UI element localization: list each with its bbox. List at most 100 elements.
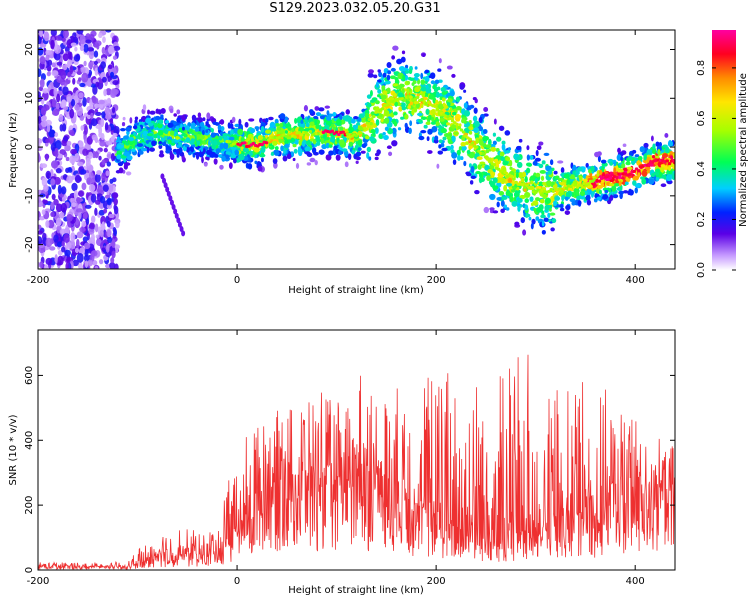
spectral-blob bbox=[563, 173, 570, 179]
spectral-blob bbox=[666, 180, 673, 185]
ridge-core bbox=[293, 135, 297, 139]
spectral-blob bbox=[492, 185, 499, 190]
spectral-blob bbox=[339, 114, 343, 121]
spectral-blob bbox=[213, 158, 218, 165]
spectral-blob bbox=[582, 178, 588, 183]
spectral-blob bbox=[283, 148, 286, 155]
spectral-blob bbox=[38, 195, 41, 203]
spectral-blob bbox=[88, 151, 94, 159]
spectral-blob bbox=[38, 110, 41, 117]
spectral-blob bbox=[61, 246, 66, 253]
spectral-blob bbox=[238, 153, 245, 161]
spectral-blob bbox=[543, 152, 550, 156]
spectral-blob bbox=[99, 229, 104, 238]
spectral-blob bbox=[507, 147, 512, 151]
spectral-blob bbox=[534, 197, 541, 202]
spectral-blob bbox=[381, 85, 386, 91]
spectral-blob bbox=[83, 254, 90, 262]
spectral-blob bbox=[348, 141, 354, 147]
spectral-blob bbox=[149, 147, 155, 152]
spectral-blob bbox=[113, 204, 117, 211]
spectral-blob bbox=[351, 150, 355, 155]
spectral-blob bbox=[96, 42, 100, 50]
spectral-blob bbox=[643, 153, 647, 161]
spectral-blob bbox=[468, 163, 472, 168]
spectral-blob bbox=[257, 134, 264, 141]
spectral-blob bbox=[401, 105, 407, 111]
spectral-blob bbox=[104, 106, 110, 115]
spectral-blob bbox=[185, 137, 191, 143]
spectral-blob bbox=[314, 159, 318, 166]
spectral-blob bbox=[168, 195, 173, 202]
spectral-blob bbox=[86, 135, 93, 145]
spectral-blob bbox=[45, 49, 52, 55]
spectral-blob bbox=[41, 177, 48, 187]
ridge-core bbox=[547, 189, 551, 194]
spectral-blob bbox=[538, 181, 544, 188]
spectral-blob bbox=[94, 173, 101, 183]
ridge-core bbox=[354, 134, 359, 138]
snr-y-tick-label: 0 bbox=[24, 567, 35, 573]
spectral-blob bbox=[492, 132, 497, 137]
spectral-blob bbox=[667, 165, 672, 172]
spectral-blob bbox=[75, 208, 83, 213]
spectral-blob bbox=[557, 160, 564, 164]
spectral-blob bbox=[66, 39, 74, 49]
spectral-blob bbox=[487, 138, 492, 146]
spectral-blob bbox=[103, 147, 108, 153]
spectral-blob bbox=[450, 144, 454, 150]
spectral-blob bbox=[546, 180, 552, 187]
spectral-blob bbox=[364, 135, 370, 140]
spectral-blob bbox=[551, 167, 555, 172]
spectral-blob bbox=[335, 154, 341, 161]
spectral-blob bbox=[503, 204, 508, 209]
spectral-blob bbox=[502, 160, 509, 166]
spectral-blob bbox=[373, 74, 378, 79]
spectral-blob bbox=[312, 139, 317, 145]
spectral-blob bbox=[70, 148, 78, 155]
ridge-core bbox=[334, 130, 339, 134]
ridge-core bbox=[492, 163, 497, 167]
spectral-blob bbox=[72, 259, 79, 267]
spectral-blob bbox=[613, 182, 620, 187]
spectral-blob bbox=[206, 112, 211, 120]
spectrogram-x-tick-label: 0 bbox=[234, 275, 240, 286]
spectral-blob bbox=[60, 71, 67, 80]
ridge-core bbox=[345, 132, 350, 136]
spectral-blob bbox=[207, 137, 213, 141]
spectral-blob bbox=[366, 94, 372, 99]
spectral-blob bbox=[477, 164, 482, 170]
spectral-blob bbox=[77, 190, 84, 197]
spectral-blob bbox=[489, 207, 495, 211]
spectral-blob bbox=[600, 159, 607, 164]
spectral-blob bbox=[360, 150, 366, 154]
spectral-blob bbox=[78, 140, 84, 148]
ridge-core bbox=[536, 188, 540, 192]
ridge-core bbox=[564, 186, 569, 190]
spectral-blob bbox=[632, 175, 640, 181]
spectral-blob bbox=[404, 64, 409, 69]
spectral-blob bbox=[248, 118, 255, 122]
spectral-blob bbox=[398, 106, 403, 112]
spectral-blob bbox=[63, 135, 69, 142]
spectral-blob bbox=[57, 255, 64, 266]
spectral-blob bbox=[205, 129, 209, 134]
spectral-blob bbox=[408, 68, 413, 74]
spectral-blob bbox=[279, 122, 283, 128]
spectral-blob bbox=[79, 227, 86, 233]
spectral-blob bbox=[565, 204, 571, 211]
ridge-core bbox=[608, 176, 613, 180]
spectral-blob bbox=[609, 183, 615, 187]
spectral-blob bbox=[272, 140, 278, 146]
colorbar-tick-label: 0.4 bbox=[696, 161, 707, 177]
spectral-blob bbox=[364, 112, 370, 119]
spectral-blob bbox=[106, 197, 112, 206]
spectral-blob bbox=[535, 149, 539, 157]
spectral-blob bbox=[485, 144, 492, 149]
spectral-blob bbox=[111, 88, 119, 95]
spectral-blob bbox=[169, 130, 175, 136]
ridge-core bbox=[525, 183, 529, 187]
spectral-blob bbox=[535, 186, 542, 190]
spectral-blob bbox=[667, 174, 672, 180]
spectral-blob bbox=[664, 133, 669, 138]
